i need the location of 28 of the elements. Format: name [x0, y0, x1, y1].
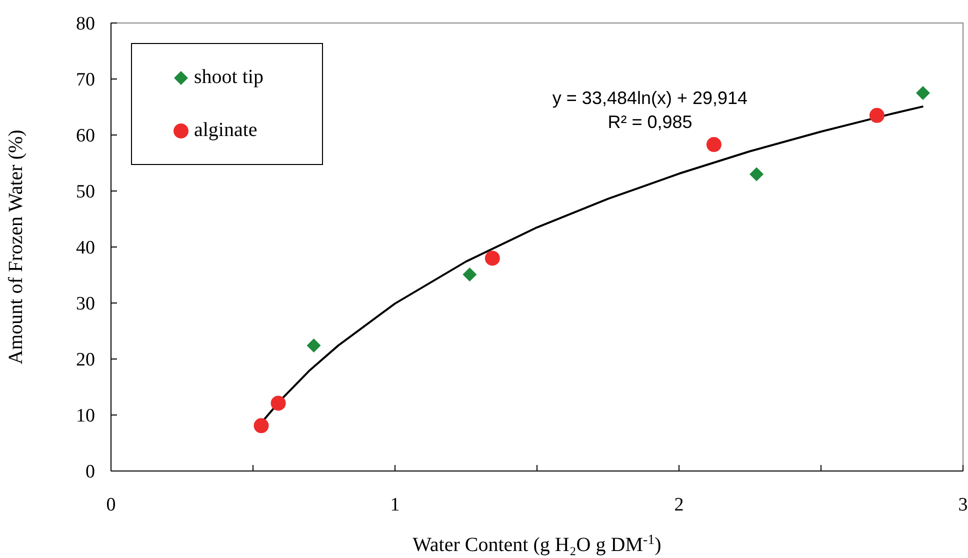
y-tick-label: 60 — [76, 126, 95, 147]
legend-label: shoot tip — [194, 66, 264, 89]
y-tick-label: 0 — [86, 462, 95, 483]
y-tick-label: 50 — [76, 182, 95, 203]
point — [484, 250, 500, 266]
annotation: y = 33,484ln(x) + 29,914 — [551, 88, 749, 109]
point — [462, 267, 477, 282]
y-tick-label: 40 — [76, 238, 95, 259]
annotation: R² = 0,985 — [606, 112, 694, 133]
point — [706, 137, 722, 152]
point — [270, 396, 286, 411]
x-axis-title: Water Content (g H₂O g DM$^{-1}$) — [412, 532, 662, 556]
point — [306, 338, 321, 353]
x-tick-label: 1 — [390, 494, 400, 516]
y-tick-label: 70 — [76, 70, 95, 91]
x-tick-label: 2 — [674, 494, 684, 516]
point — [750, 167, 764, 182]
y-axis-title: Amount of Frozen Water (%) — [5, 130, 27, 364]
y-tick-label: 20 — [76, 350, 95, 371]
y-tick-label: 80 — [76, 14, 95, 35]
legend-label: alginate — [194, 119, 258, 142]
y-tick-label: 30 — [76, 294, 95, 315]
point — [254, 418, 269, 434]
point — [916, 86, 930, 100]
point — [869, 108, 884, 123]
x-tick-label: 0 — [106, 494, 116, 516]
x-tick-label: 3 — [958, 494, 968, 516]
y-tick-label: 10 — [76, 406, 95, 427]
